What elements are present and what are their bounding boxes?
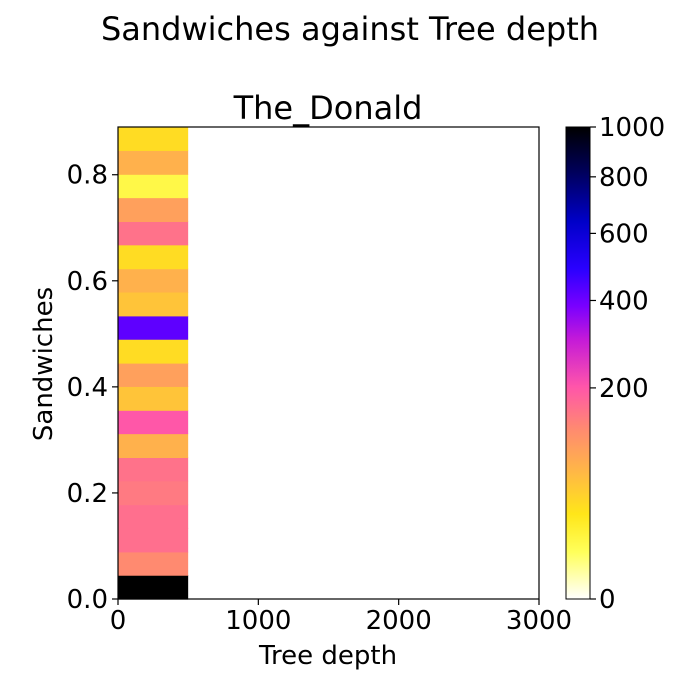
heatmap-cell <box>118 291 189 317</box>
plot-area-frame <box>117 126 540 600</box>
heatmap-cell <box>118 339 189 364</box>
heatmap-cell <box>118 315 189 340</box>
heatmap-cell <box>118 551 189 576</box>
heatmap-cell <box>118 575 189 600</box>
x-axis: 0 1000 2000 3000 <box>110 599 572 636</box>
y-tick-label: 0.2 <box>67 479 108 509</box>
heatmap-cell <box>118 150 189 175</box>
heatmap-cell <box>118 197 189 222</box>
heatmap-cell <box>118 410 189 435</box>
heatmap-cell <box>118 174 189 199</box>
colorbar-tick-label: 600 <box>599 219 649 249</box>
y-axis-label: Sandwiches <box>29 287 59 441</box>
colorbar-tick-label: 0 <box>599 585 616 615</box>
x-tick-label: 0 <box>110 606 127 636</box>
x-axis-label: Tree depth <box>258 641 397 671</box>
heatmap-cell <box>118 244 189 270</box>
colorbar <box>565 126 591 600</box>
heatmap-cell <box>118 504 189 529</box>
heatmap-cells <box>118 127 189 600</box>
heatmap-cell <box>118 527 189 553</box>
chart-suptitle: Sandwiches against Tree depth <box>101 10 599 48</box>
colorbar-axis: 0 200 400 600 800 1000 <box>590 113 665 615</box>
colorbar-tick-label: 1000 <box>599 113 665 143</box>
y-tick-label: 0.6 <box>67 267 108 297</box>
colorbar-tick-label: 200 <box>599 374 649 404</box>
heatmap-cell <box>118 433 189 458</box>
y-axis: 0.0 0.2 0.4 0.6 0.8 <box>67 161 118 615</box>
y-tick-label: 0.8 <box>67 161 108 191</box>
heatmap-cell <box>118 480 189 506</box>
heatmap-cell <box>118 386 189 411</box>
heatmap-cell <box>118 221 189 246</box>
heatmap-cell <box>118 363 189 387</box>
chart-title: The_Donald <box>233 89 423 127</box>
heatmap-cell <box>118 457 189 482</box>
heatmap-cell <box>118 268 189 293</box>
y-tick-label: 0.4 <box>67 373 108 403</box>
x-tick-label: 2000 <box>366 606 432 636</box>
colorbar-tick-label: 400 <box>599 286 649 316</box>
x-tick-label: 3000 <box>506 606 572 636</box>
y-tick-label: 0.0 <box>67 585 108 615</box>
colorbar-tick-label: 800 <box>599 163 649 193</box>
x-tick-label: 1000 <box>225 606 291 636</box>
heatmap-cell <box>118 127 189 151</box>
